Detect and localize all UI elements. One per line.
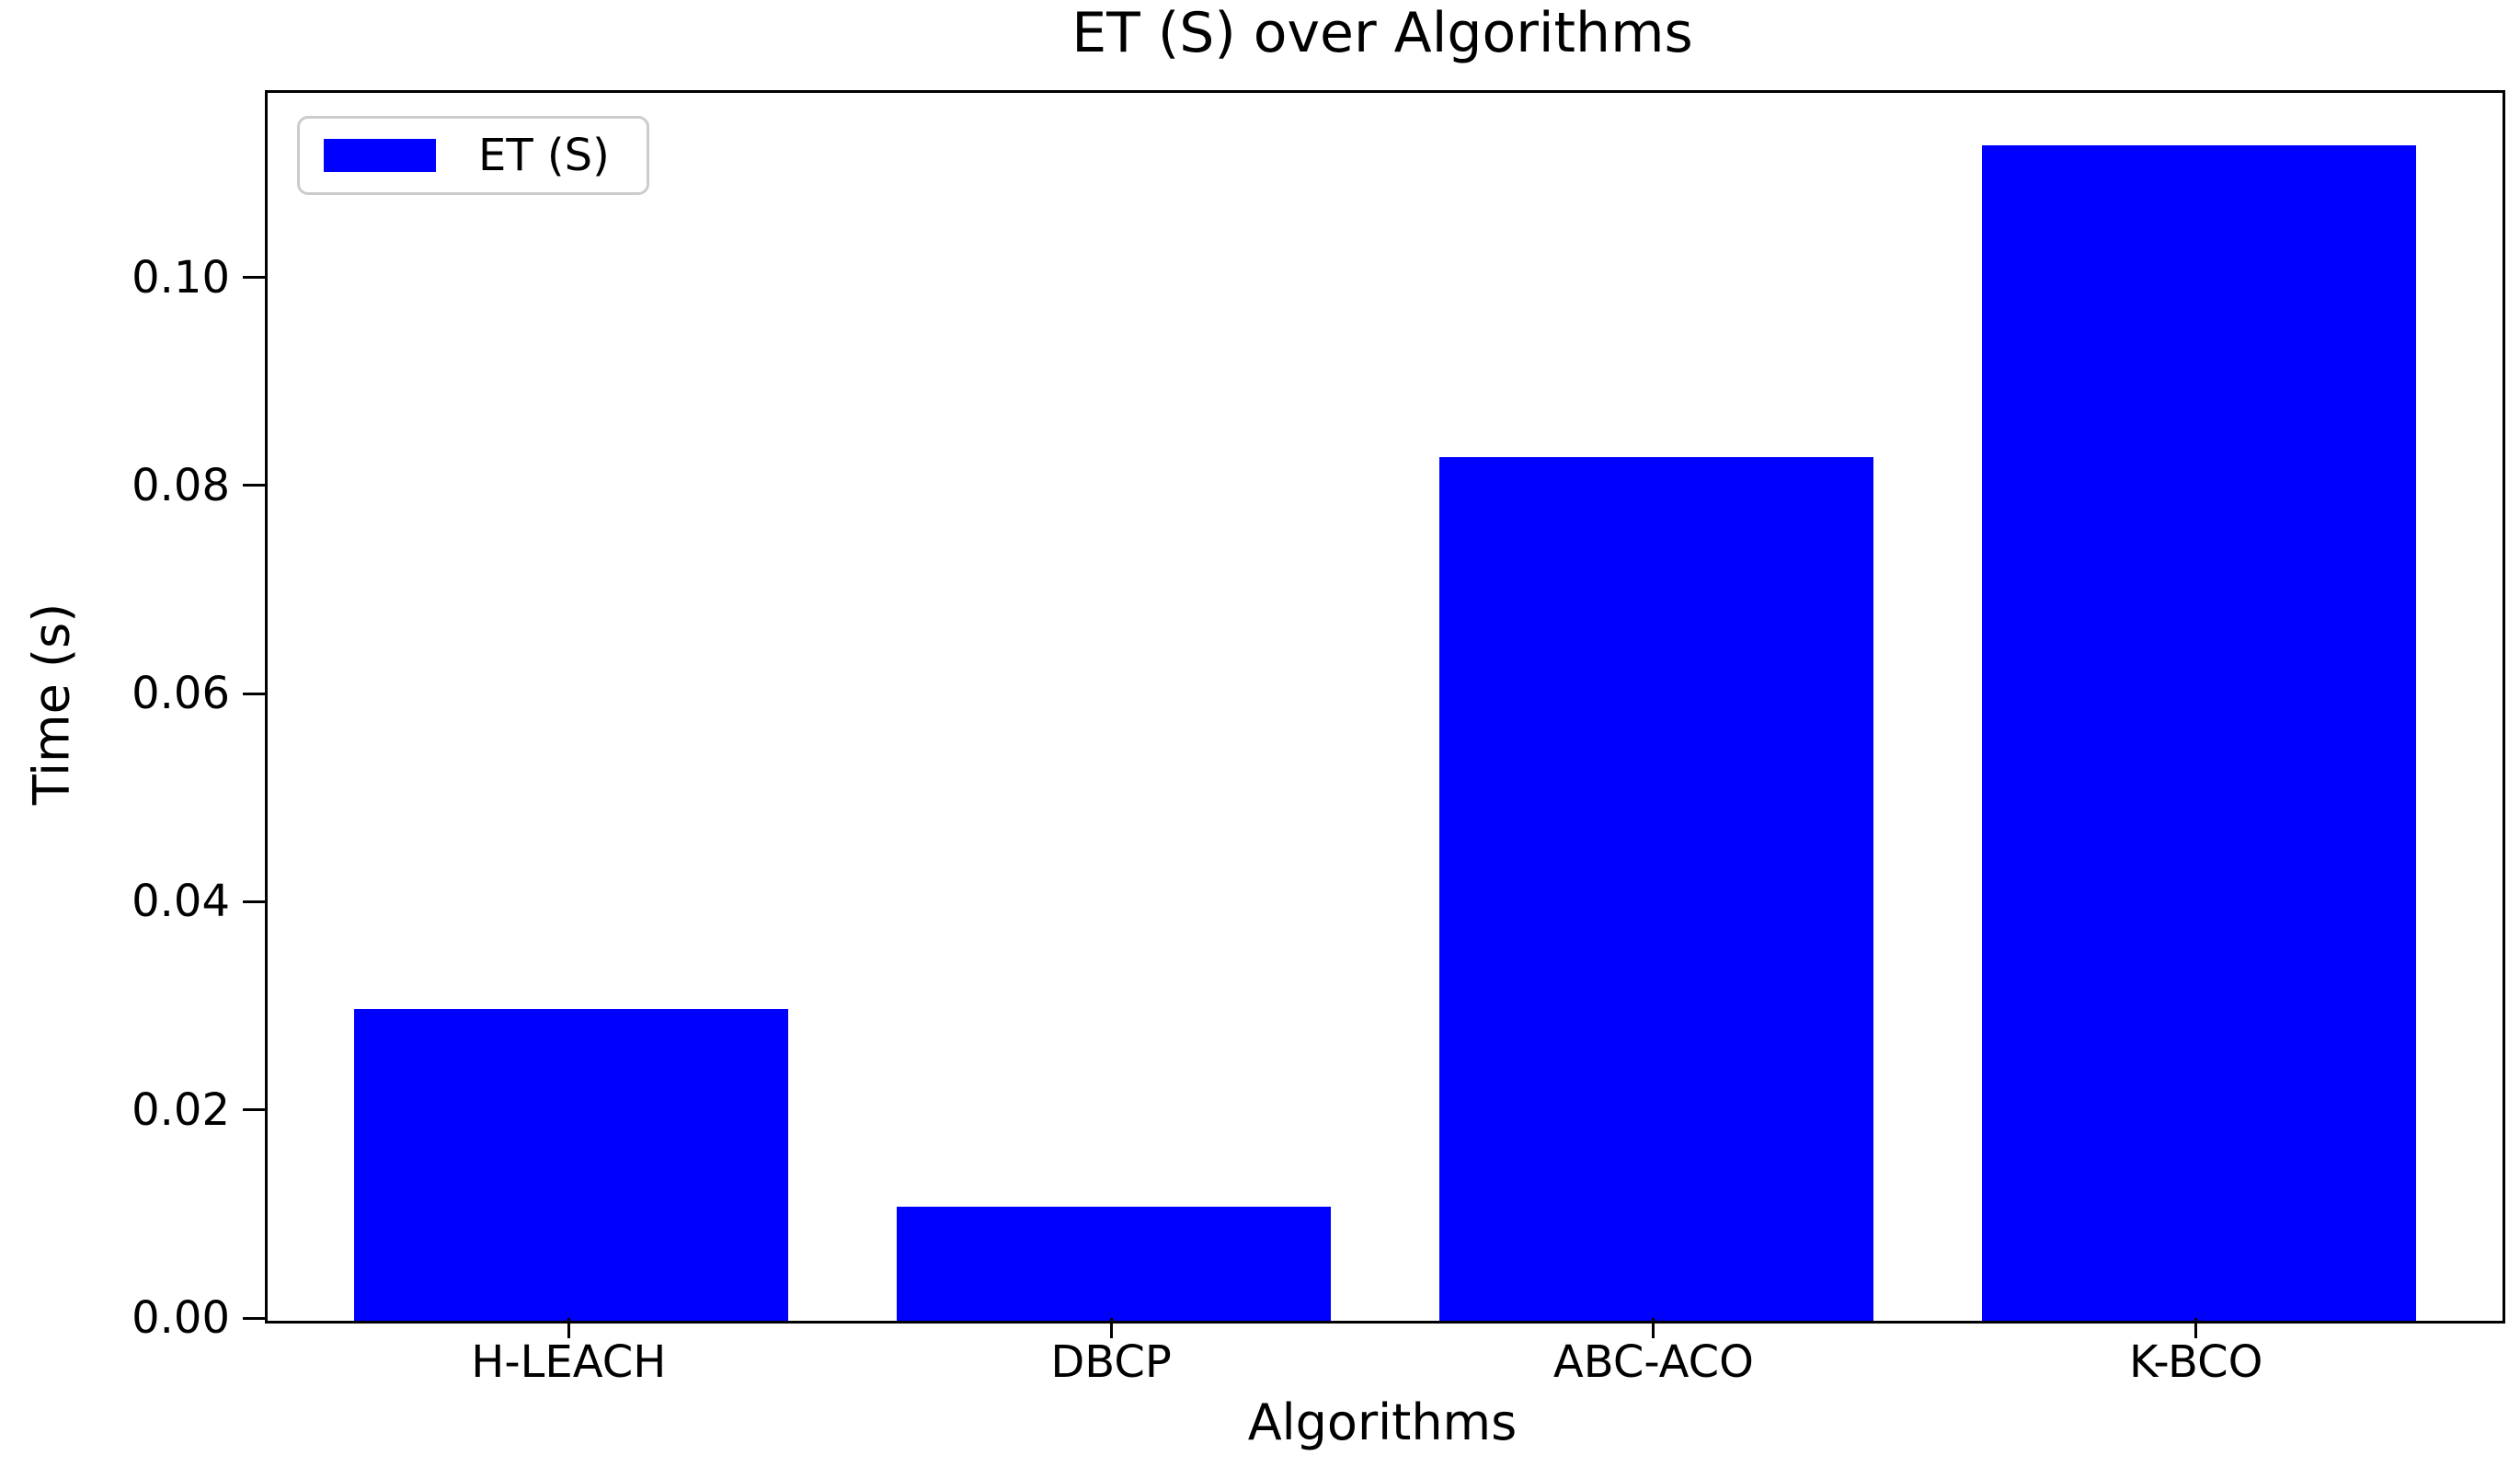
y-tick-mark	[243, 276, 265, 280]
y-tick-mark	[243, 1316, 265, 1320]
legend: ET (S)	[297, 116, 649, 195]
y-tick-mark	[243, 692, 265, 695]
x-tick-mark	[1652, 1318, 1655, 1338]
chart-title: ET (S) over Algorithms	[1071, 1, 1693, 65]
y-tick-mark	[243, 1108, 265, 1112]
x-axis-label: Algorithms	[1247, 1393, 1518, 1451]
x-tick-label: ABC-ACO	[1552, 1336, 1754, 1388]
y-tick-label: 0.08	[132, 459, 230, 511]
y-tick-label: 0.04	[132, 876, 230, 928]
y-tick-label: 0.06	[132, 668, 230, 720]
y-tick-label: 0.00	[132, 1292, 230, 1344]
x-tick-mark	[1109, 1318, 1113, 1338]
bars-container	[268, 93, 2503, 1321]
bar-abc-aco	[1438, 456, 1873, 1321]
bar-h-leach	[354, 1008, 789, 1321]
plot-area: ET (S)	[265, 90, 2505, 1324]
x-tick-mark	[567, 1318, 570, 1338]
legend-swatch	[324, 139, 436, 172]
x-tick-mark	[2194, 1318, 2198, 1338]
y-tick-label: 0.02	[132, 1083, 230, 1136]
legend-label: ET (S)	[478, 130, 610, 181]
y-tick-label: 0.10	[132, 251, 230, 304]
bar-k-bco	[1981, 144, 2416, 1321]
y-tick-mark	[243, 484, 265, 487]
x-tick-label: K-BCO	[2128, 1336, 2263, 1388]
x-tick-label: DBCP	[1050, 1336, 1172, 1388]
bar-dbcp	[897, 1206, 1332, 1321]
x-tick-label: H-LEACH	[471, 1336, 667, 1388]
y-tick-mark	[243, 900, 265, 903]
